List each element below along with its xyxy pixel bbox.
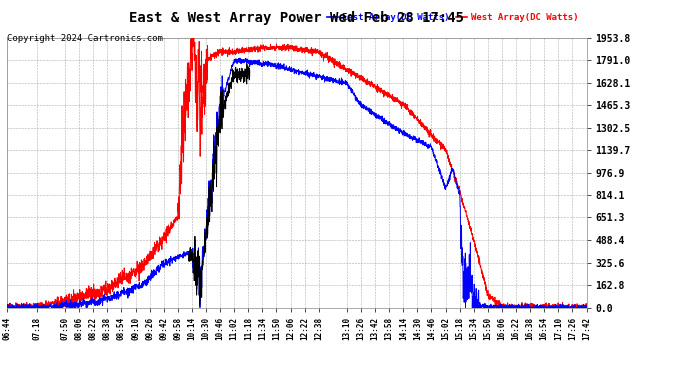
Text: Copyright 2024 Cartronics.com: Copyright 2024 Cartronics.com bbox=[7, 34, 163, 43]
Text: East & West Array Power Wed Feb 28 17:45: East & West Array Power Wed Feb 28 17:45 bbox=[129, 11, 464, 25]
Legend: East Array(DC Watts), West Array(DC Watts): East Array(DC Watts), West Array(DC Watt… bbox=[324, 10, 582, 26]
